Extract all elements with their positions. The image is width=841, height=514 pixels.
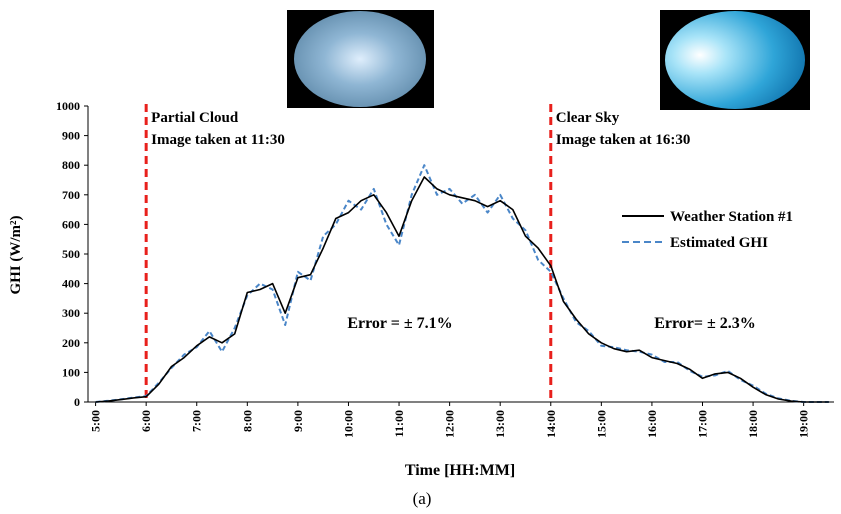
sky-image-cloudy — [294, 11, 426, 107]
x-tick-label: 10:00 — [341, 410, 355, 438]
x-tick-label: 9:00 — [291, 410, 305, 432]
series-line — [95, 164, 829, 403]
x-axis-label: Time [HH:MM] — [405, 462, 515, 479]
x-tick-label: 16:00 — [645, 410, 659, 438]
y-tick-label: 400 — [62, 277, 80, 291]
y-tick-label: 1000 — [56, 99, 80, 113]
y-tick-label: 600 — [62, 217, 80, 231]
legend-label: Estimated GHI — [670, 235, 768, 251]
reference-label: Clear Sky — [556, 110, 620, 126]
x-tick-label: 11:00 — [392, 410, 406, 437]
x-tick-label: 5:00 — [89, 410, 103, 432]
x-tick-label: 15:00 — [594, 410, 608, 438]
x-tick-label: 12:00 — [443, 410, 457, 438]
y-tick-label: 700 — [62, 188, 80, 202]
annotation: Error= ± 2.3% — [654, 315, 756, 332]
reference-label: Image taken at 16:30 — [556, 132, 691, 148]
x-tick-label: 8:00 — [240, 410, 254, 432]
x-tick-label: 7:00 — [190, 410, 204, 432]
y-tick-label: 300 — [62, 306, 80, 320]
y-tick-label: 900 — [62, 129, 80, 143]
legend-label: Weather Station #1 — [670, 209, 793, 225]
x-tick-label: 19:00 — [797, 410, 811, 438]
reference-label: Partial Cloud — [151, 110, 239, 126]
x-tick-label: 6:00 — [139, 410, 153, 432]
y-tick-label: 800 — [62, 158, 80, 172]
y-axis-label: GHI (W/m²) — [8, 215, 24, 294]
annotation: Error = ± 7.1% — [347, 315, 452, 332]
x-tick-label: 17:00 — [696, 410, 710, 438]
y-tick-label: 500 — [62, 247, 80, 261]
reference-label: Image taken at 11:30 — [151, 132, 285, 148]
caption: (a) — [413, 489, 432, 508]
series-line — [95, 176, 829, 403]
x-tick-label: 18:00 — [746, 410, 760, 438]
x-tick-label: 13:00 — [493, 410, 507, 438]
x-tick-label: 14:00 — [544, 410, 558, 438]
sky-image-clear — [665, 11, 805, 109]
y-tick-label: 200 — [62, 336, 80, 350]
y-tick-label: 0 — [74, 395, 80, 409]
y-tick-label: 100 — [62, 365, 80, 379]
